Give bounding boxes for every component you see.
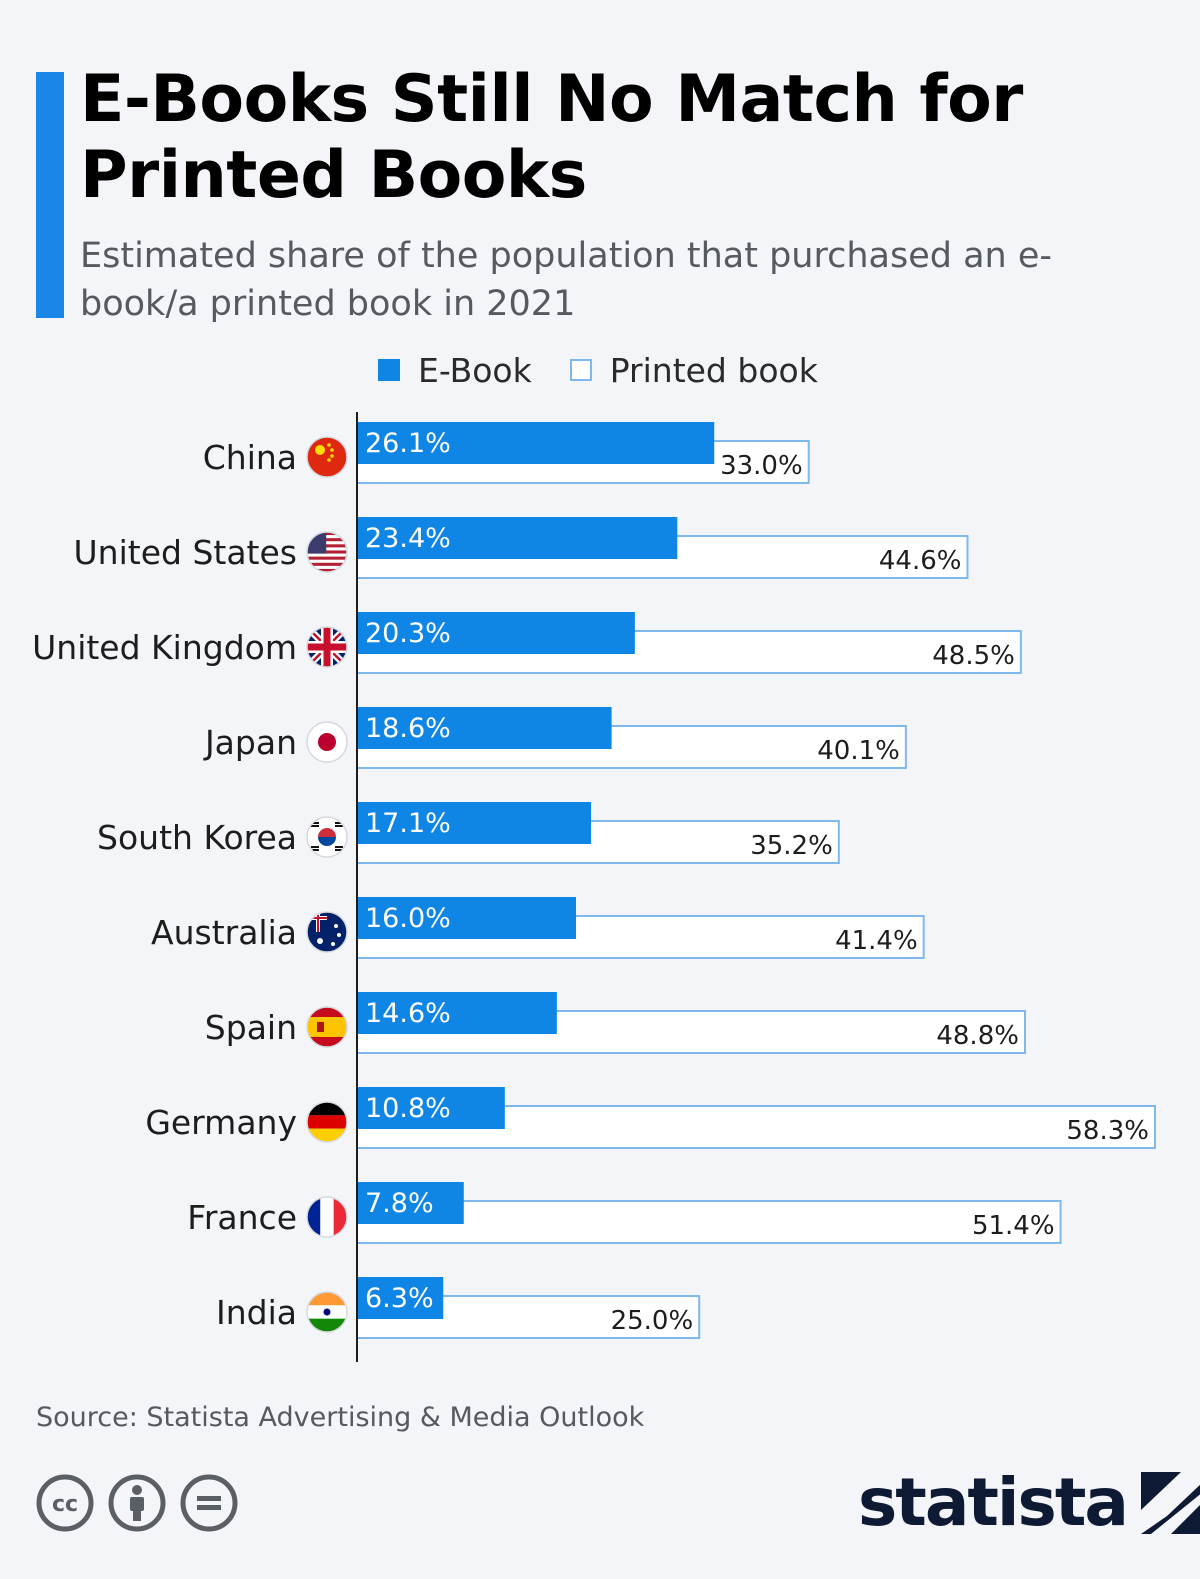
source-note: Source: Statista Advertising & Media Out… [36, 1402, 645, 1433]
statista-logo: statista [858, 1468, 1200, 1538]
ebook-bar [357, 897, 577, 939]
ebook-value-label: 16.0% [365, 903, 451, 934]
category-label: Germany [145, 1103, 297, 1142]
ebook-value-label: 26.1% [365, 428, 451, 459]
category-label: China [203, 438, 297, 477]
category-label: France [187, 1198, 297, 1237]
south-korea-flag-icon [306, 816, 348, 858]
printed-book-value-label: 51.4% [972, 1211, 1055, 1241]
category-label: South Korea [97, 818, 297, 857]
ebook-bar [357, 1087, 505, 1129]
printed-book-value-label: 48.8% [936, 1021, 1019, 1051]
printed-book-value-label: 44.6% [879, 546, 962, 576]
usa-flag-icon [306, 531, 348, 573]
spain-flag-icon [306, 1006, 348, 1048]
printed-book-value-label: 40.1% [817, 736, 900, 766]
legend-swatch-printed-book [569, 359, 592, 381]
page-subtitle: Estimated share of the population that p… [80, 236, 1053, 324]
bar-chart: 26.1% 33.0% China 23.4% 44.6% United States 20… [32, 412, 1156, 1362]
no-derivatives-icon [180, 1474, 238, 1532]
ebook-bar [357, 992, 557, 1034]
printed-book-value-label: 35.2% [750, 831, 833, 861]
category-label: India [216, 1293, 297, 1332]
legend-label-printed-book: Printed book [609, 350, 818, 390]
legend-swatch-ebook [378, 359, 400, 381]
australia-flag-icon [306, 911, 348, 953]
germany-flag-icon [306, 1101, 348, 1143]
printed-book-value-label: 25.0% [611, 1306, 694, 1336]
category-label: Japan [203, 723, 297, 762]
category-label: United Kingdom [32, 628, 297, 667]
ebook-value-label: 20.3% [365, 618, 451, 649]
ebook-bar [357, 1277, 444, 1319]
printed-book-value-label: 58.3% [1066, 1116, 1149, 1146]
legend-item-ebook: E-Book [378, 351, 532, 390]
ebook-bar [357, 612, 635, 654]
page-title: E-Books Still No Match for Printed Books [80, 62, 1023, 213]
printed-book-value-label: 33.0% [720, 451, 803, 481]
category-label: United States [74, 533, 297, 572]
ebook-value-label: 23.4% [365, 523, 451, 554]
chart-legend: E-Book Printed book [378, 350, 856, 390]
creative-commons-icon: cc [36, 1474, 94, 1532]
legend-item-printed-book: Printed book [569, 350, 818, 390]
title-accent-bar [36, 72, 64, 318]
ebook-value-label: 18.6% [365, 713, 451, 744]
china-flag-icon [306, 436, 348, 478]
category-label: Australia [151, 913, 297, 952]
license-icons: cc [36, 1474, 252, 1532]
category-label: Spain [205, 1008, 297, 1047]
ebook-value-label: 14.6% [365, 998, 451, 1029]
ebook-bar [357, 802, 592, 844]
ebook-bar [357, 1182, 464, 1224]
ebook-bar [357, 422, 715, 464]
uk-flag-icon [306, 626, 348, 668]
ebook-bar [357, 707, 612, 749]
ebook-value-label: 6.3% [365, 1283, 434, 1314]
ebook-value-label: 7.8% [365, 1188, 434, 1219]
legend-label-ebook: E-Book [418, 350, 532, 390]
ebook-value-label: 17.1% [365, 808, 451, 839]
printed-book-value-label: 48.5% [932, 641, 1015, 671]
ebook-value-label: 10.8% [365, 1093, 451, 1124]
printed-book-value-label: 41.4% [835, 926, 918, 956]
brand-name: statista [858, 1464, 1129, 1541]
statista-mark-icon [1140, 1472, 1200, 1534]
ebook-bar [357, 517, 678, 559]
japan-flag-icon [306, 721, 348, 763]
printed-book-bar [356, 1200, 1062, 1244]
france-flag-icon [306, 1196, 348, 1238]
svg-text:cc: cc [52, 1492, 78, 1517]
india-flag-icon [306, 1291, 348, 1333]
attribution-icon [108, 1474, 166, 1532]
printed-book-bar [356, 1010, 1026, 1054]
